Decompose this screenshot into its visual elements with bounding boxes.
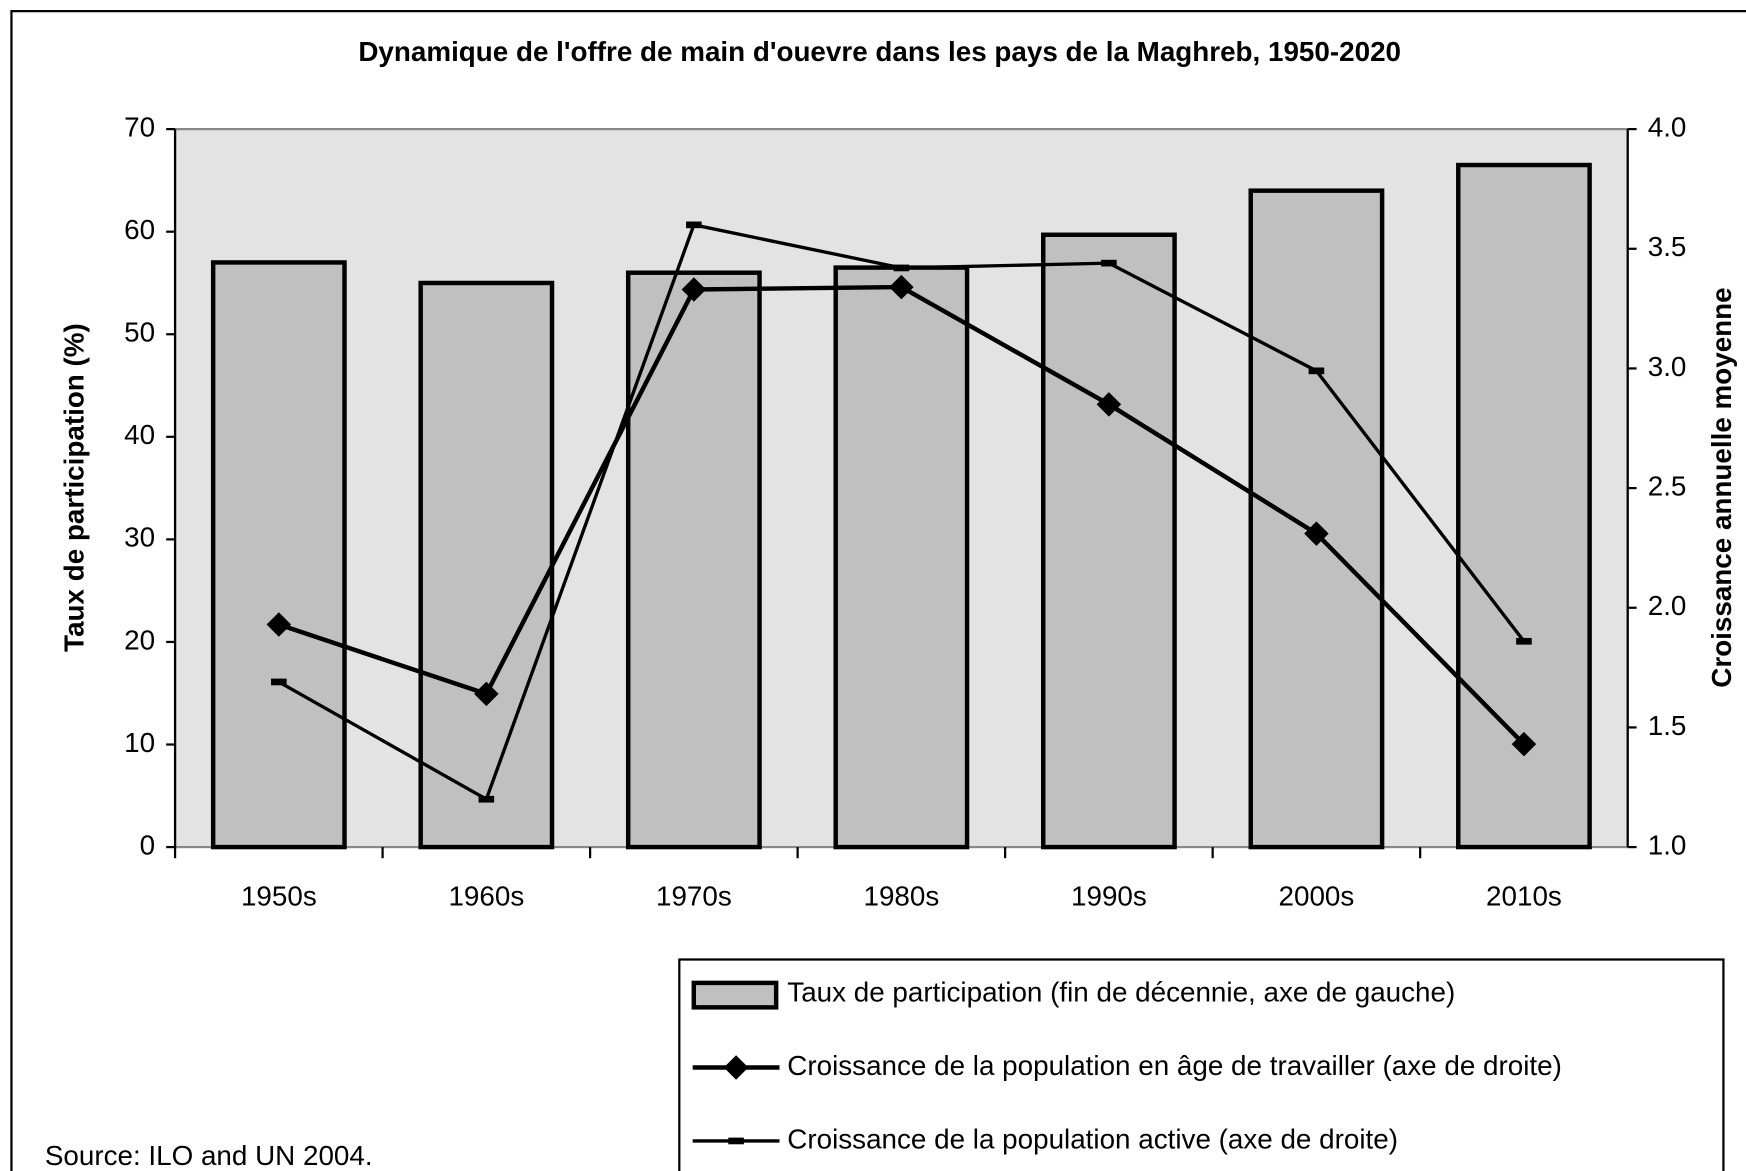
y2-tick-label: 3.5	[1648, 231, 1687, 262]
marker	[1511, 731, 1537, 757]
y2-tick-label: 2.0	[1648, 590, 1687, 621]
frame	[10, 10, 1746, 1171]
y-tick-label: 0	[140, 829, 155, 860]
bar	[833, 265, 970, 850]
legend-marker	[728, 1137, 744, 1145]
legend-label: Croissance de la population active (axe …	[787, 1123, 1398, 1154]
legend-swatch	[691, 980, 779, 1010]
y2-tick-label: 1.0	[1648, 829, 1687, 860]
legend-marker	[723, 1055, 749, 1080]
y-tick-label: 40	[124, 419, 155, 450]
bar	[210, 260, 347, 850]
bar	[625, 270, 762, 850]
x-tick-label: 1970s	[656, 881, 732, 912]
legend-label: Taux de participation (fin de décennie, …	[787, 976, 1455, 1007]
x-tick-label: 1990s	[1071, 881, 1147, 912]
y2-tick-label: 2.5	[1648, 470, 1687, 501]
x-tick-label: 2010s	[1486, 881, 1562, 912]
marker	[1516, 637, 1532, 645]
y-tick-label: 20	[124, 624, 155, 655]
marker	[1101, 259, 1117, 267]
legend-box	[678, 958, 1725, 1171]
x-tick-label: 1960s	[448, 881, 524, 912]
bar	[1041, 232, 1177, 850]
x-tick-label: 2000s	[1279, 881, 1355, 912]
marker	[686, 221, 702, 229]
bar	[1248, 188, 1385, 850]
marker	[271, 678, 287, 686]
bar	[418, 280, 555, 850]
y2-axis-label: Croissance annuelle moyenne	[1706, 287, 1737, 687]
y-tick-label: 70	[124, 111, 155, 142]
y2-tick-label: 1.5	[1648, 710, 1687, 741]
y-tick-label: 30	[124, 522, 155, 553]
marker	[1308, 367, 1325, 375]
source-note: Source: ILO and UN 2004.	[45, 1140, 373, 1171]
y-tick-label: 50	[124, 317, 155, 348]
y2-tick-label: 4.0	[1648, 111, 1687, 142]
y-tick-label: 10	[124, 727, 155, 758]
chart-title: Dynamique de l'offre de main d'ouevre da…	[358, 36, 1401, 67]
x-tick-label: 1950s	[241, 881, 317, 912]
y2-tick-label: 3.0	[1648, 351, 1687, 382]
legend-label: Croissance de la population en âge de tr…	[787, 1050, 1562, 1081]
x-tick-label: 1980s	[863, 881, 939, 912]
marker	[478, 795, 495, 803]
y-axis-label: Taux de participation (%)	[58, 323, 89, 652]
y-tick-label: 60	[124, 214, 155, 245]
marker	[1304, 521, 1329, 546]
marker	[893, 264, 910, 272]
